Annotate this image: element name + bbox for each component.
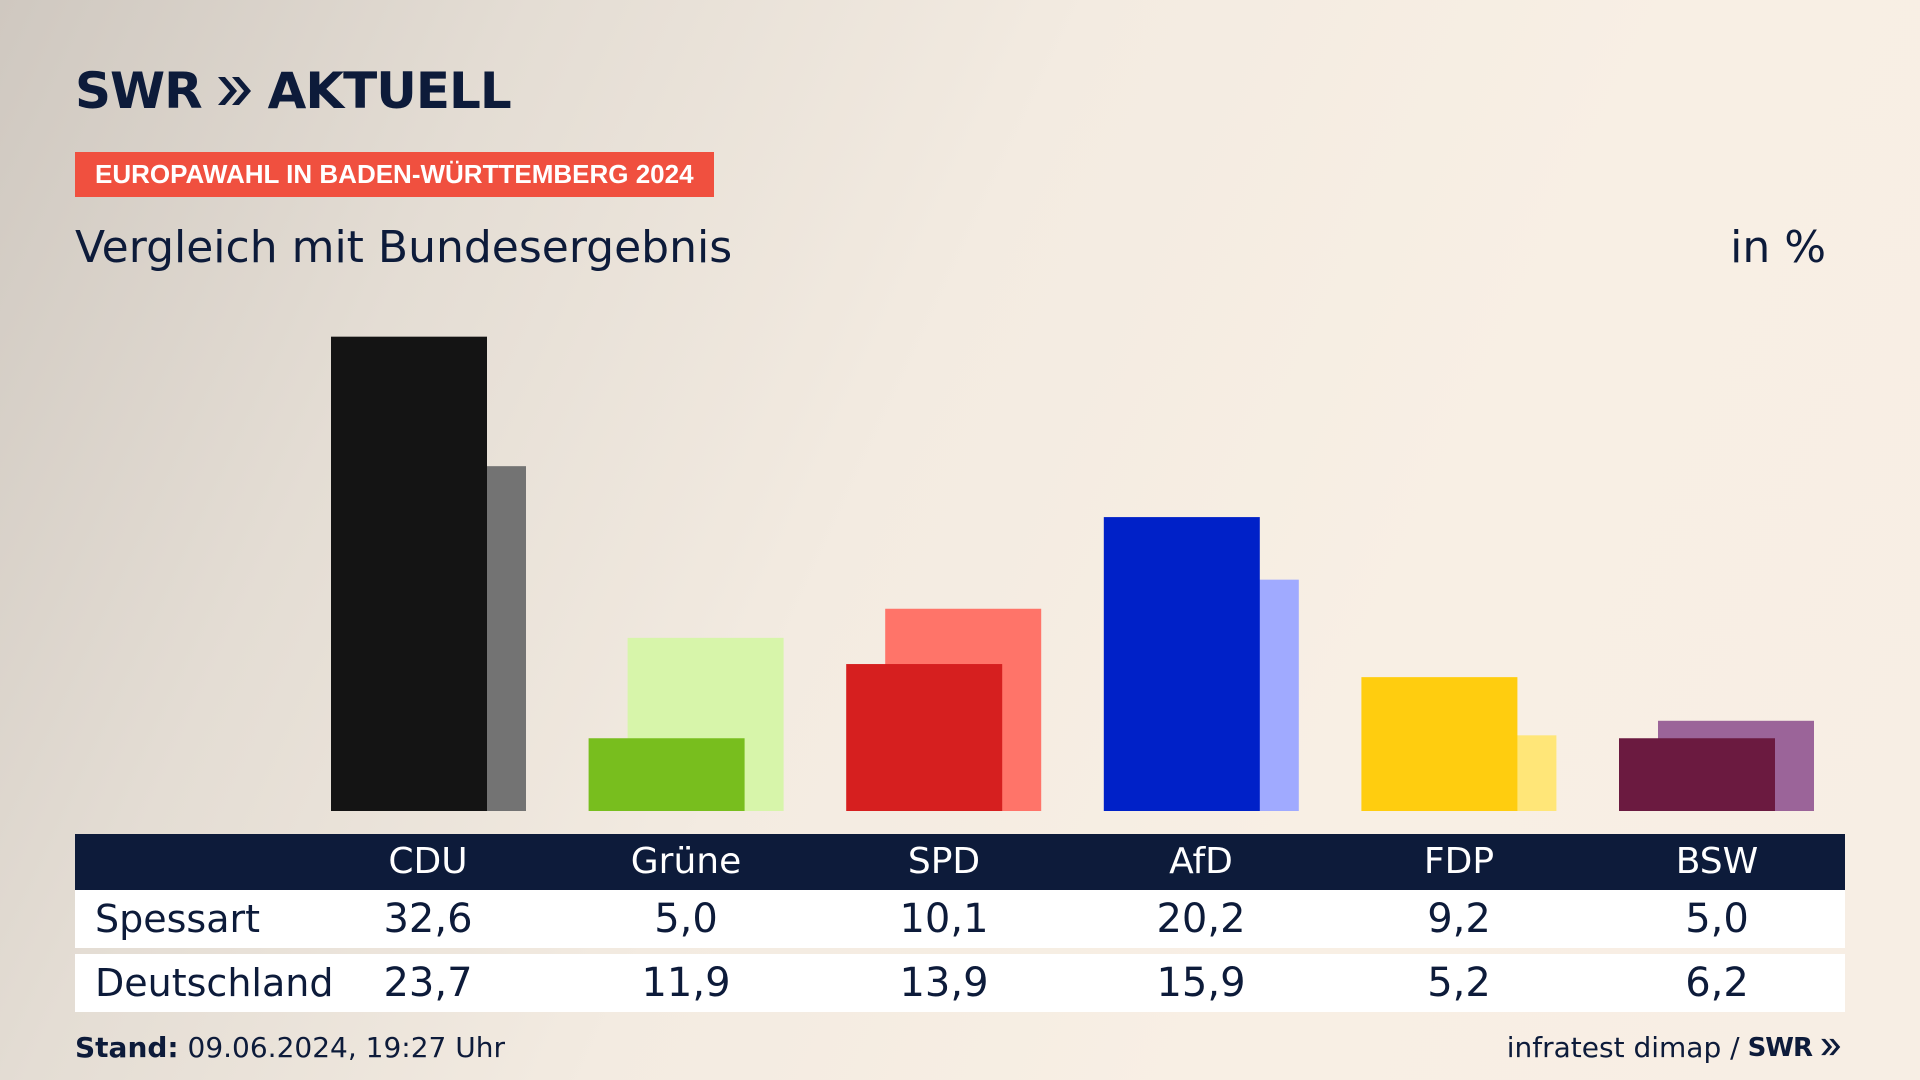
row-label: Spessart [95,897,261,941]
stand-value: 09.06.2024, 19:27 Uhr [178,1031,505,1064]
table-cell: 11,9 [641,960,731,1006]
timestamp: Stand: 09.06.2024, 19:27 Uhr [75,1031,505,1064]
stand-label: Stand: [75,1031,179,1064]
bar-spessart-4 [1361,677,1518,811]
bar-chart [331,336,1814,811]
row-label: Deutschland [95,961,334,1005]
results-table: CDU Grüne SPD AfD FDP BSW Spessart 32,6 … [75,834,1845,1012]
table-header: CDU Grüne SPD AfD FDP BSW [75,834,1845,890]
double-chevron-icon [216,74,254,108]
header-bsw: BSW [1675,841,1759,882]
table-cell: 23,7 [383,960,473,1006]
logo-aktuell-text: AKTUELL [267,62,512,120]
logo-swr-text: SWR [75,62,203,120]
table-cell: 10,1 [899,896,989,942]
swr-aktuell-logo: SWR AKTUELL [75,62,512,120]
table-cell: 13,9 [899,960,989,1006]
table-cell: 20,2 [1156,896,1246,942]
table-cell: 5,2 [1427,960,1491,1006]
unit-label: in % [1730,222,1826,273]
header-cdu: CDU [388,841,468,882]
footer-swr-logo: SWR [1747,1032,1813,1063]
bar-spessart-3 [1103,517,1260,811]
table-cell: 9,2 [1427,896,1491,942]
double-chevron-icon [1820,1031,1842,1064]
table-row: Deutschland 23,7 11,9 13,9 15,9 5,2 6,2 [75,954,1845,1012]
bar-spessart-2 [846,664,1003,811]
header-fdp: FDP [1423,841,1495,882]
table-cell: 6,2 [1685,960,1749,1006]
table-cell: 15,9 [1156,960,1246,1006]
chart-subtitle: Vergleich mit Bundesergebnis [75,222,733,273]
source-text: infratest dimap / [1506,1031,1740,1064]
header-spd: SPD [907,841,981,882]
table-cell: 5,0 [1685,896,1749,942]
bar-spessart-0 [331,336,487,811]
source-credit: infratest dimap / SWR [1507,1031,1842,1064]
header-gruene: Grüne [630,841,742,882]
bar-spessart-5 [1619,738,1775,811]
bar-spessart-1 [588,738,745,811]
table-cell: 5,0 [654,896,718,942]
election-badge: EUROPAWAHL IN BADEN-WÜRTTEMBERG 2024 [75,152,714,197]
table-row: Spessart 32,6 5,0 10,1 20,2 9,2 5,0 [75,890,1845,948]
header-afd: AfD [1169,841,1233,882]
table-cell: 32,6 [383,896,473,942]
